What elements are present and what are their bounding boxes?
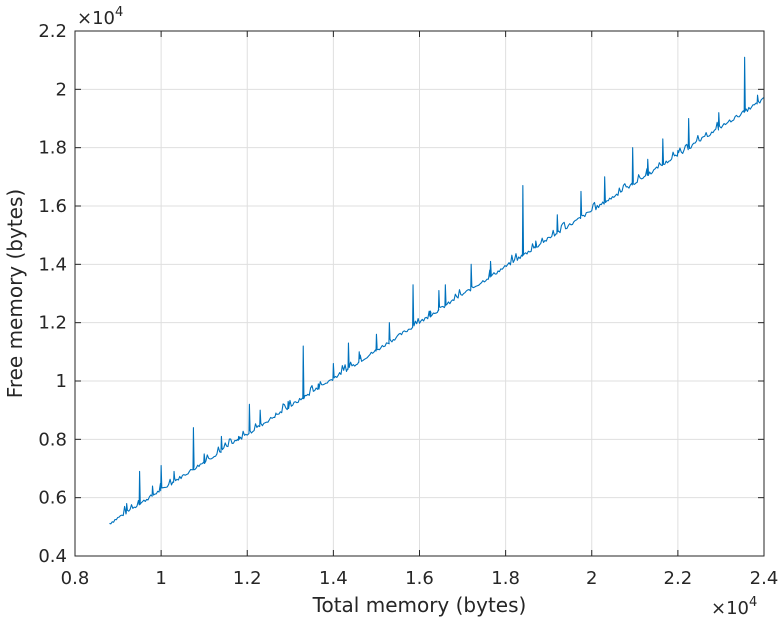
y-multiplier-exponent: 4 (115, 5, 123, 20)
y-axis-label: Free memory (bytes) (3, 189, 27, 398)
x-tick-label: 2 (586, 568, 597, 589)
x-tick-label: 0.8 (61, 568, 90, 589)
y-tick-label: 0.8 (38, 429, 67, 450)
series-layer (109, 56, 765, 525)
y-multiplier-base: ×10 (77, 8, 115, 29)
x-multiplier-base: ×10 (711, 598, 749, 619)
y-tick-label: 1.2 (38, 313, 67, 334)
tick-marks (74, 30, 765, 557)
x-multiplier-exponent: 4 (749, 595, 757, 610)
x-tick-label: 2.2 (664, 568, 693, 589)
x-tick-label: 1.2 (233, 568, 262, 589)
grid-lines (74, 30, 765, 557)
x-tick-label: 1.8 (491, 568, 520, 589)
y-tick-label: 1.6 (38, 196, 67, 217)
x-tick-label: 1.4 (319, 568, 348, 589)
x-axis-label: Total memory (bytes) (312, 593, 527, 617)
tick-labels: 0.8 1 1.2 1.4 1.6 1.8 2 2.2 2.4 0.4 0.6 0.8 1 1.2 1.4 1… (38, 21, 778, 589)
x-axis-multiplier: ×104 (711, 595, 757, 619)
y-tick-label: 2.2 (38, 21, 67, 42)
y-tick-label: 0.6 (38, 488, 67, 509)
y-axis-multiplier: ×104 (77, 5, 123, 29)
y-tick-label: 1.4 (38, 254, 67, 275)
x-tick-label: 1 (155, 568, 166, 589)
y-tick-label: 1.8 (38, 138, 67, 159)
y-tick-label: 1 (56, 371, 67, 392)
x-tick-label: 1.6 (405, 568, 434, 589)
y-tick-label: 2 (56, 79, 67, 100)
series-line (109, 56, 765, 525)
x-tick-label: 2.4 (750, 568, 779, 589)
y-tick-label: 0.4 (38, 546, 67, 567)
